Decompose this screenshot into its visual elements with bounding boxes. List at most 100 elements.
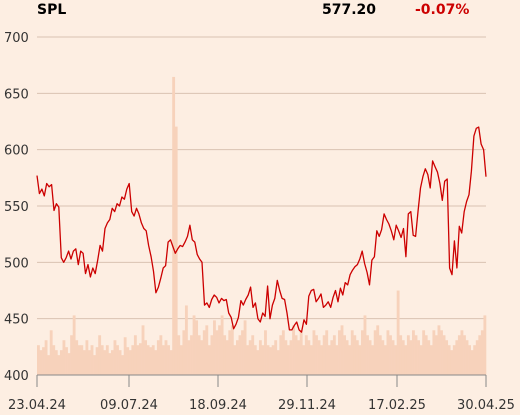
volume-bar — [460, 330, 464, 375]
volume-bar — [187, 340, 191, 375]
volume-bar — [207, 345, 211, 375]
volume-bar — [483, 315, 487, 375]
volume-bar — [409, 340, 413, 375]
volume-bar — [228, 330, 232, 375]
ticker-symbol: SPL — [37, 2, 67, 18]
y-tick-label: 700 — [4, 31, 29, 46]
volume-bar — [437, 325, 441, 375]
price-line-series — [36, 126, 487, 333]
volume-bar — [386, 330, 390, 375]
volume-bar — [67, 353, 71, 375]
volume-bar — [235, 340, 239, 375]
volume-bar — [427, 340, 431, 375]
volume-bar — [192, 315, 196, 375]
volume-bar — [57, 355, 61, 375]
volume-bar — [151, 345, 155, 375]
volume-bar — [261, 345, 265, 375]
y-tick-label: 450 — [4, 313, 29, 328]
volume-bar — [75, 340, 79, 375]
volume-bar — [399, 335, 403, 375]
volume-bar — [269, 347, 273, 375]
volume-bar — [266, 345, 270, 375]
volume-bar — [264, 330, 267, 375]
volume-bar — [256, 350, 260, 375]
volume-bar — [39, 350, 43, 375]
volume-bar — [315, 335, 318, 375]
volume-bar — [442, 335, 446, 375]
volume-bar — [287, 345, 290, 375]
volume-bar — [401, 340, 405, 375]
volume-bar — [445, 340, 449, 375]
volume-bar — [463, 335, 466, 375]
volume-bar — [62, 340, 66, 375]
volume-bar — [424, 335, 428, 375]
volume-bar — [59, 350, 63, 375]
x-tick-label: 18.09.24 — [189, 398, 247, 413]
volume-bar — [103, 350, 107, 375]
volume-bar — [304, 335, 308, 375]
x-tick-label: 17.02.25 — [368, 398, 426, 413]
volume-bar — [90, 345, 94, 375]
volume-bar — [123, 337, 127, 375]
volume-bar — [480, 330, 484, 375]
y-tick-label: 400 — [4, 369, 29, 384]
volume-bar — [378, 335, 382, 375]
volume-bar — [360, 330, 364, 375]
volume-bar — [200, 340, 204, 375]
volume-bar — [93, 355, 96, 375]
volume-bar — [172, 76, 176, 375]
volume-bar — [85, 340, 89, 375]
volume-bar — [478, 335, 482, 375]
volume-bar — [274, 340, 278, 375]
price-line — [36, 126, 487, 333]
volume-bar — [338, 330, 341, 375]
volume-bar — [340, 325, 344, 375]
volume-bar — [327, 345, 331, 375]
volume-bar — [37, 345, 40, 375]
volume-bar — [376, 325, 380, 375]
volume-bar — [49, 330, 53, 375]
volume-bar — [419, 345, 423, 375]
volume-bar — [253, 345, 257, 375]
volume-bar — [218, 325, 221, 375]
volume-bar — [475, 340, 479, 375]
volume-bar — [47, 355, 51, 375]
last-price: 577.20 — [322, 2, 377, 18]
volume-bar — [118, 350, 122, 375]
volume-bar — [345, 340, 349, 375]
volume-bar — [473, 345, 477, 375]
volume-bar — [429, 345, 433, 375]
volume-bar — [213, 320, 216, 375]
volume-bar — [105, 345, 109, 375]
volume-bar — [432, 330, 436, 375]
volume-bar — [368, 340, 372, 375]
volume-bar — [167, 345, 170, 375]
volume-bar — [292, 325, 295, 375]
volume-bar — [350, 330, 354, 375]
volume-bar — [136, 345, 140, 375]
volume-bar — [366, 335, 369, 375]
volume-bar — [133, 335, 137, 375]
volume-bar — [230, 325, 234, 375]
volume-bar — [197, 335, 201, 375]
volume-bar — [113, 340, 117, 375]
axes: 700 650 600 550 500 450 400 23.04.24 09.07.24 18.… — [4, 31, 515, 413]
volume-bar — [457, 335, 461, 375]
volume-bar — [202, 330, 206, 375]
volume-bar — [353, 335, 357, 375]
volume-bar — [440, 330, 443, 375]
volume-bar — [108, 353, 112, 375]
x-tick-label: 09.07.24 — [100, 398, 158, 413]
volume-bar — [317, 340, 321, 375]
volume-bar — [195, 320, 199, 375]
volume-bar — [128, 350, 132, 375]
volume-bar — [131, 345, 135, 375]
volume-bar — [281, 330, 285, 375]
volume-bar — [447, 345, 451, 375]
volume-bar — [159, 335, 163, 375]
volume-bar — [243, 320, 247, 375]
volume-bar — [302, 345, 306, 375]
volume-bar — [241, 330, 244, 375]
y-tick-label: 650 — [4, 87, 29, 102]
